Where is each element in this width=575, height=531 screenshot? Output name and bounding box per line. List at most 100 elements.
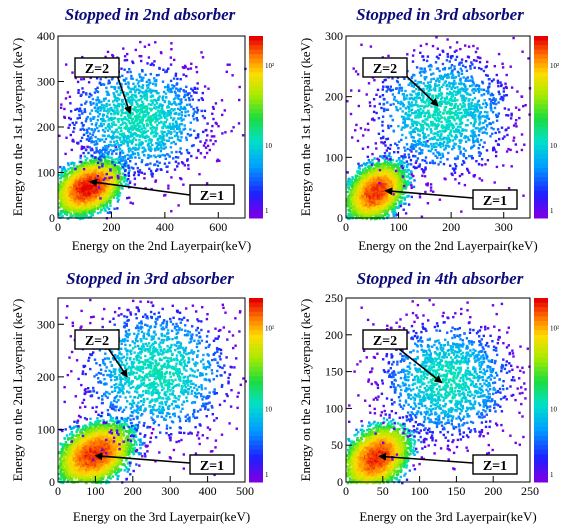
density-cell	[141, 79, 144, 82]
density-cell	[59, 106, 63, 109]
density-cell	[60, 213, 63, 216]
density-cell	[91, 97, 95, 101]
density-cell	[194, 136, 198, 140]
density-cell	[78, 107, 82, 110]
density-cell	[65, 213, 69, 216]
density-cell	[110, 156, 113, 160]
density-cell	[70, 178, 74, 182]
density-cell	[87, 196, 90, 200]
density-cell	[106, 155, 109, 159]
density-cell	[105, 175, 108, 178]
density-cell	[120, 177, 123, 181]
density-cell	[111, 123, 114, 126]
density-cell	[164, 121, 167, 124]
density-cell	[101, 186, 105, 189]
density-cell	[124, 183, 128, 186]
density-cell	[113, 172, 117, 175]
density-cell	[85, 164, 89, 167]
density-cell	[238, 98, 241, 102]
density-cell	[197, 136, 200, 139]
density-cell	[109, 211, 112, 214]
density-cell	[147, 103, 150, 106]
density-cell	[195, 70, 199, 74]
density-cell	[165, 70, 169, 73]
density-cell	[122, 151, 125, 155]
density-cell	[117, 198, 120, 201]
density-cell	[59, 201, 63, 204]
density-cell	[180, 136, 183, 139]
density-cell	[164, 157, 167, 160]
density-cell	[149, 169, 153, 173]
density-cell	[60, 197, 63, 200]
density-cell	[130, 166, 133, 169]
density-cell	[187, 114, 190, 117]
density-cell	[169, 56, 172, 59]
density-cell	[106, 211, 110, 214]
density-cell	[154, 130, 157, 133]
density-cell	[94, 135, 97, 139]
density-cell	[86, 161, 89, 164]
density-cell	[190, 62, 193, 65]
density-cell	[85, 93, 88, 96]
density-cell	[108, 156, 111, 159]
density-cell	[195, 156, 198, 159]
density-cell	[117, 168, 120, 171]
density-cell	[110, 172, 114, 175]
density-cell	[188, 103, 191, 106]
density-cell	[112, 120, 115, 124]
density-cell	[96, 211, 100, 215]
density-cell	[170, 42, 173, 45]
density-cell	[59, 204, 63, 207]
density-cell	[107, 180, 110, 184]
density-cell	[75, 165, 79, 168]
density-cell	[89, 112, 92, 115]
density-cell	[121, 166, 125, 169]
density-cell	[200, 51, 203, 54]
density-cell	[70, 209, 73, 212]
density-cell	[58, 183, 61, 186]
density-cell	[145, 84, 149, 87]
density-cell	[115, 90, 119, 93]
density-cell	[123, 55, 127, 58]
density-cell	[90, 141, 93, 144]
density-cell	[134, 143, 138, 146]
density-cell	[195, 117, 198, 120]
density-cell	[120, 129, 123, 133]
density-cell	[205, 128, 208, 132]
density-cell	[80, 164, 84, 167]
density-cell	[195, 106, 199, 109]
density-cell	[211, 124, 214, 128]
density-cell	[154, 121, 157, 124]
density-cell	[120, 67, 123, 70]
density-cell	[73, 127, 76, 130]
density-cell	[80, 78, 83, 81]
density-cell	[59, 195, 62, 198]
density-cell	[106, 159, 109, 162]
density-cell	[152, 116, 156, 119]
density-cell	[67, 168, 70, 171]
density-cell	[129, 160, 132, 163]
density-cell	[132, 82, 135, 85]
density-cell	[186, 151, 190, 154]
density-cell	[203, 141, 207, 145]
density-cell	[78, 181, 81, 184]
density-cell	[64, 152, 67, 156]
density-cell	[77, 197, 81, 200]
density-cell	[71, 214, 74, 217]
density-cell	[148, 82, 151, 85]
density-cell	[115, 186, 118, 189]
density-cell	[175, 103, 178, 106]
density-cell	[106, 177, 109, 180]
density-cell	[81, 213, 84, 216]
density-cell	[74, 108, 77, 111]
density-cell	[83, 216, 86, 219]
density-cell	[146, 123, 149, 127]
density-cell	[74, 184, 77, 187]
density-cell	[140, 55, 143, 58]
density-cell	[70, 174, 73, 178]
density-cell	[184, 111, 187, 114]
density-cell	[58, 202, 61, 205]
density-cell	[110, 78, 114, 81]
density-cell	[62, 175, 65, 178]
